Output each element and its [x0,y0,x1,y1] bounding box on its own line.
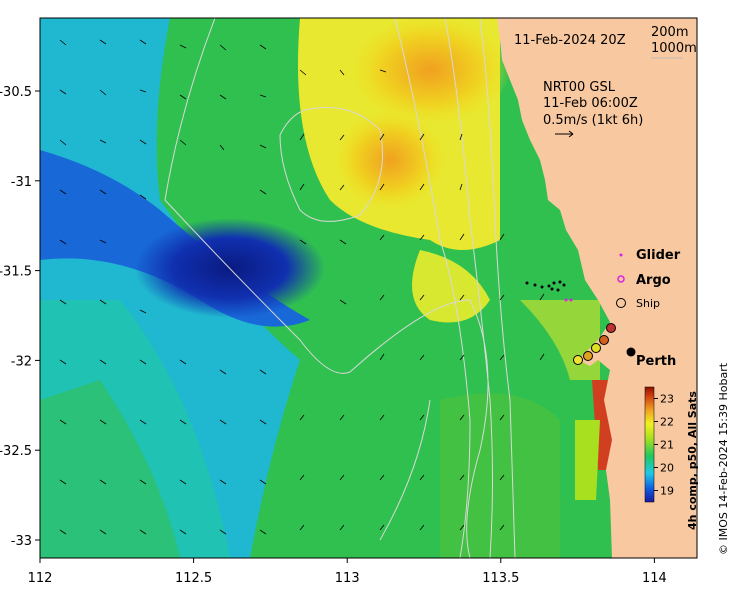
x-tick-label: 112 [28,571,53,586]
x-tick-label: 113.5 [482,571,519,586]
y-tick-label: -31 [11,175,32,190]
date-label: 11-Feb-2024 20Z [514,33,626,48]
glider-legend-symbol [619,253,623,257]
ship-markers [573,323,616,365]
current-time-label: 11-Feb 06:00Z [543,96,638,111]
current-vectors [59,39,545,535]
plot-frame [39,17,698,559]
bathymetry-contours [164,18,516,558]
y-tick-label: -32.5 [0,444,32,459]
y-tick-label: -30.5 [0,85,32,100]
x-tick-label: 114 [642,571,667,586]
glider-track [525,280,573,302]
colorbar-title: 4h comp, p50, All Sats [686,391,699,530]
x-tick-label: 112.5 [175,571,212,586]
glider-legend-label: Glider [636,248,681,263]
colorbar-tick-label: 21 [660,439,674,452]
y-axis: -30.5 -31 -31.5 -32 -32.5 -33 [0,85,40,549]
colorbar [644,386,655,503]
colorbar-tick-label: 19 [660,485,674,498]
argo-legend-label: Argo [636,273,671,288]
y-tick-label: -33 [11,534,32,549]
colorbar-tick-label: 22 [660,416,674,429]
argo-legend-symbol [617,275,625,283]
perth-label: Perth [636,354,676,369]
current-scale-label: 0.5m/s (1kt 6h) [543,113,643,128]
x-tick-label: 113 [335,571,360,586]
current-scale-arrow [555,130,574,138]
ship-legend-symbol [616,298,626,308]
y-tick-label: -31.5 [0,265,32,280]
depth-label-200m: 200m [651,25,688,40]
credit-label: © IMOS 14-Feb-2024 15:39 Hobart [717,362,730,555]
depth-label-1000m: 1000m [651,41,697,56]
y-tick-label: -32 [11,354,32,369]
current-source-label: NRT00 GSL [543,80,616,95]
colorbar-tick-label: 20 [660,462,674,475]
colorbar-tick-label: 23 [660,393,674,406]
colorbar-ticks: 23 22 21 20 19 [654,393,674,498]
ship-legend-label: Ship [636,297,660,310]
perth-marker [626,347,636,357]
